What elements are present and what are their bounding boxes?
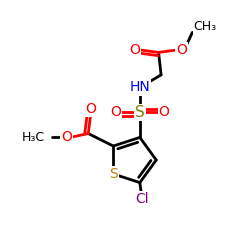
Text: H₃C: H₃C xyxy=(22,131,44,144)
Text: O: O xyxy=(159,106,170,120)
Text: O: O xyxy=(176,43,187,57)
Text: O: O xyxy=(110,106,121,120)
Text: S: S xyxy=(109,167,118,181)
Text: O: O xyxy=(129,43,140,57)
Text: O: O xyxy=(85,102,96,116)
Text: S: S xyxy=(135,105,145,120)
Text: CH₃: CH₃ xyxy=(194,20,217,33)
Text: HN: HN xyxy=(130,80,150,94)
Text: Cl: Cl xyxy=(136,192,149,206)
Text: O: O xyxy=(61,130,72,144)
